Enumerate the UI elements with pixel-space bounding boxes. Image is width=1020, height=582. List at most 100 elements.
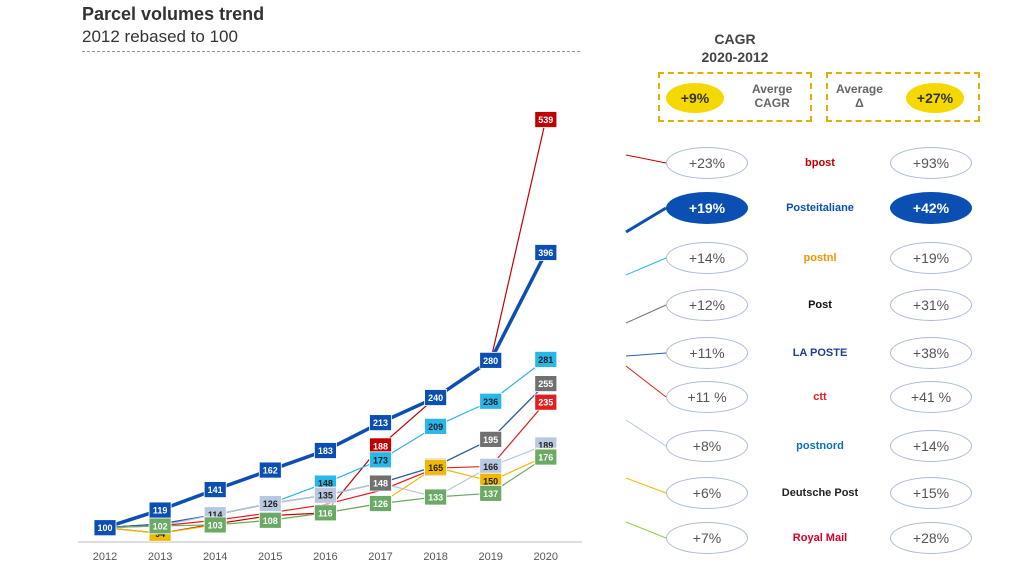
data-label-box bbox=[313, 504, 337, 522]
operator-delta: +15% bbox=[890, 477, 972, 509]
operator-cagr: +19% bbox=[666, 192, 748, 224]
data-label: 102 bbox=[153, 521, 168, 531]
operator-logo: Post bbox=[808, 299, 832, 311]
data-label-box bbox=[479, 351, 503, 369]
operator-delta: +42% bbox=[890, 192, 972, 224]
data-label-box bbox=[369, 414, 392, 432]
data-label-box bbox=[369, 495, 392, 512]
x-tick-label: 2019 bbox=[478, 551, 502, 563]
operator-logo: postnord bbox=[796, 440, 844, 452]
data-label-box bbox=[534, 375, 558, 392]
data-label-box bbox=[258, 495, 282, 512]
data-label: 114 bbox=[208, 510, 223, 520]
data-label-box bbox=[534, 351, 558, 368]
data-label-box bbox=[313, 486, 337, 504]
operator-cagr: +7% bbox=[666, 522, 748, 554]
data-label: 188 bbox=[373, 441, 388, 451]
connector-line bbox=[625, 477, 667, 494]
data-label: 176 bbox=[538, 453, 553, 463]
average-cagr-box: +9% Averge CAGR bbox=[658, 72, 812, 122]
data-label-box bbox=[534, 393, 558, 411]
data-label: 235 bbox=[538, 398, 553, 408]
connector-line bbox=[625, 365, 667, 398]
connector-line bbox=[625, 352, 667, 357]
data-label: 189 bbox=[538, 440, 553, 450]
operator-logo: Royal Mail bbox=[792, 532, 848, 544]
operator-cagr: +14% bbox=[666, 242, 748, 274]
connector-line bbox=[625, 257, 667, 276]
data-label: 137 bbox=[483, 489, 498, 499]
x-tick-label: 2015 bbox=[258, 551, 282, 563]
operator-cagr: +23% bbox=[666, 147, 748, 179]
data-label: 135 bbox=[318, 491, 333, 501]
chart-subtitle: 2012 rebased to 100 bbox=[82, 27, 238, 46]
cagr-header-line2: 2020-2012 bbox=[701, 49, 769, 65]
data-label: 100 bbox=[97, 523, 112, 533]
operator-logo: bpost bbox=[805, 157, 835, 169]
connector-line bbox=[625, 521, 667, 539]
operator-logo: Deutsche Post bbox=[781, 487, 859, 499]
connector-line bbox=[625, 304, 667, 324]
operator-delta: +31% bbox=[890, 289, 972, 321]
data-label: 141 bbox=[208, 485, 223, 495]
operator-cagr: +11 % bbox=[666, 381, 748, 413]
operator-cagr: +8% bbox=[666, 430, 748, 462]
average-cagr-label: Averge CAGR bbox=[752, 82, 792, 110]
average-delta-label-line2: Δ bbox=[855, 96, 864, 110]
operator-delta: +41 % bbox=[890, 381, 972, 413]
x-tick-label: 2017 bbox=[368, 551, 392, 563]
cagr-header-line1: CAGR bbox=[714, 31, 756, 47]
data-label: 150 bbox=[483, 477, 498, 487]
data-label: 173 bbox=[373, 455, 388, 465]
data-label: 209 bbox=[428, 422, 443, 432]
data-label: 166 bbox=[483, 462, 498, 472]
connector-line bbox=[625, 206, 667, 234]
x-tick-label: 2013 bbox=[148, 551, 172, 563]
cagr-header: CAGR 2020-2012 bbox=[680, 30, 790, 66]
data-label-box bbox=[148, 501, 172, 519]
data-label: 213 bbox=[373, 418, 388, 428]
chart-title: Parcel volumes trend bbox=[82, 4, 265, 24]
data-label: 119 bbox=[153, 506, 168, 516]
data-label-box bbox=[203, 481, 227, 498]
connector-line bbox=[625, 419, 667, 447]
data-label-box bbox=[424, 488, 448, 506]
average-delta-box: Average Δ +27% bbox=[826, 72, 980, 122]
data-label-box bbox=[93, 519, 117, 537]
x-tick-label: 2014 bbox=[203, 551, 227, 563]
data-label: 281 bbox=[538, 355, 553, 365]
data-label-box bbox=[369, 474, 392, 492]
average-delta-label: Average Δ bbox=[836, 82, 883, 110]
data-label-box bbox=[258, 461, 282, 479]
data-label: 396 bbox=[538, 248, 553, 258]
operator-delta: +93% bbox=[890, 147, 972, 179]
data-label: 126 bbox=[373, 499, 388, 509]
x-tick-label: 2018 bbox=[423, 551, 447, 563]
x-tick-label: 2012 bbox=[93, 551, 117, 563]
data-label-box bbox=[258, 511, 282, 529]
connector-line bbox=[625, 154, 667, 164]
data-label-box bbox=[534, 244, 558, 261]
operator-logo: LA POSTE bbox=[792, 347, 848, 359]
operator-logo: postnl bbox=[803, 252, 837, 264]
data-label: 126 bbox=[263, 499, 278, 509]
data-label: 183 bbox=[318, 446, 333, 456]
data-label: 280 bbox=[483, 356, 498, 366]
data-label: 148 bbox=[373, 479, 388, 489]
data-label-box bbox=[424, 389, 448, 406]
x-tick-label: 2016 bbox=[313, 551, 337, 563]
data-label: 103 bbox=[208, 520, 223, 530]
operator-logo: ctt bbox=[813, 391, 827, 403]
data-label-box bbox=[479, 392, 503, 410]
data-label: 162 bbox=[263, 466, 278, 476]
data-label: 165 bbox=[428, 463, 443, 473]
data-label: 133 bbox=[428, 493, 443, 503]
operator-logo: Posteitaliane bbox=[786, 202, 854, 214]
operator-delta: +14% bbox=[890, 430, 972, 462]
data-label: 240 bbox=[428, 393, 443, 403]
operator-delta: +28% bbox=[890, 522, 972, 554]
average-delta-label-line1: Average bbox=[836, 82, 883, 96]
data-label: 195 bbox=[483, 435, 498, 445]
operator-cagr: +11% bbox=[666, 337, 748, 369]
